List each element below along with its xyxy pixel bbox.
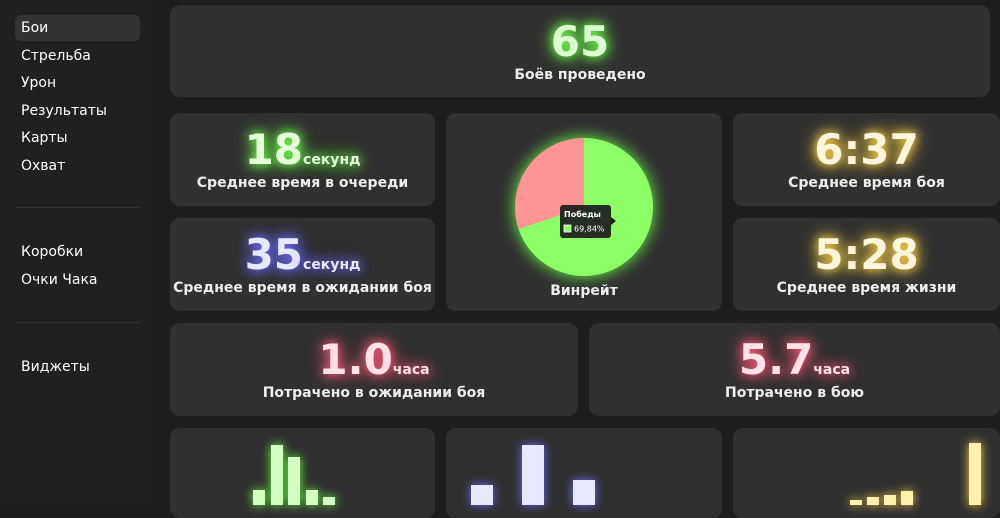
stat-card: 6:37 Среднее время боя xyxy=(733,113,1000,206)
stat-value: 5.7 xyxy=(738,335,814,384)
bar xyxy=(867,497,879,505)
stat-unit: часа xyxy=(392,362,430,378)
stat-value: 35 xyxy=(244,230,304,279)
tooltip-box xyxy=(560,205,611,238)
winrate-label: Винрейт xyxy=(550,283,618,299)
sidebar: Бои Стрельба Урон Результаты Карты Охват Короб… xyxy=(0,0,155,505)
stat-card: 35секунд Среднее время в ожидании боя xyxy=(170,218,435,311)
stat-number: 18секунд xyxy=(170,125,435,185)
nav-item[interactable]: Урон xyxy=(21,75,57,91)
nav-item[interactable]: Бои xyxy=(15,15,140,41)
stat-value: 18 xyxy=(244,125,304,174)
bar xyxy=(901,491,913,505)
nav-item[interactable]: Результаты xyxy=(21,102,107,119)
tooltip-value: 69,84% xyxy=(574,225,605,234)
stat-card: 5:28 Среднее время жизни xyxy=(733,218,1000,311)
stat-label: Среднее время в очереди xyxy=(196,175,409,191)
bar xyxy=(305,490,318,505)
bar xyxy=(850,500,862,505)
bar xyxy=(288,457,300,505)
pie-chart: Победы 69,84% xyxy=(515,138,653,276)
nav-item[interactable]: Стрельба xyxy=(21,47,91,64)
bar xyxy=(969,443,981,505)
nav-item[interactable]: Карты xyxy=(21,130,68,146)
stat-unit: секунд xyxy=(303,152,361,168)
stat-number: 6:37 xyxy=(733,125,1000,175)
stat-card: 18секунд Среднее время в очереди xyxy=(170,113,435,206)
tooltip-title: Победы xyxy=(564,209,601,219)
separator xyxy=(15,322,140,323)
separator xyxy=(15,207,140,208)
stat-number: 1.0часа xyxy=(170,335,578,395)
stat-card: 5.7часа Потрачено в бою xyxy=(589,323,1000,416)
stat-unit: секунд xyxy=(303,257,361,273)
tooltip: Победы 69,84% xyxy=(560,205,616,238)
stat-unit: часа xyxy=(813,362,851,378)
histogram-card xyxy=(170,428,435,518)
bar xyxy=(522,445,544,505)
bar xyxy=(270,445,283,505)
nav-item[interactable]: Коробки xyxy=(21,244,84,260)
tooltip-arrow xyxy=(611,217,616,225)
winrate-card: Победы 69,84% Винрейт xyxy=(446,113,722,311)
bar xyxy=(323,497,335,505)
stat-card: 65 Боёв проведено xyxy=(170,5,990,97)
nav-item[interactable]: Охват xyxy=(21,157,66,174)
stat-card: 1.0часа Потрачено в ожидании боя xyxy=(170,323,578,416)
tooltip-swatch xyxy=(563,224,572,233)
stat-value: 65 xyxy=(550,17,610,66)
nav-item[interactable]: Виджеты xyxy=(21,359,90,375)
bar xyxy=(884,495,896,505)
bar xyxy=(471,485,493,505)
stat-label: Среднее время в ожидании боя xyxy=(173,280,432,296)
bar xyxy=(253,490,265,505)
histogram-card xyxy=(446,428,722,518)
histogram-card xyxy=(733,428,1000,518)
stat-value: 1.0 xyxy=(318,335,393,384)
nav-item[interactable]: Очки Чака xyxy=(21,271,98,288)
stat-label: Боёв проведено xyxy=(514,67,646,83)
stat-value: 6:37 xyxy=(814,125,919,174)
stat-label: Потрачено в бою xyxy=(725,385,864,401)
bar xyxy=(573,480,595,505)
stat-label: Среднее время боя xyxy=(788,175,945,191)
stat-label: Среднее время жизни xyxy=(776,280,957,296)
stat-number: 5:28 xyxy=(733,230,1000,280)
stat-value: 5:28 xyxy=(814,230,919,279)
stat-number: 65 xyxy=(170,17,990,67)
stat-number: 5.7часа xyxy=(589,335,1000,395)
stat-number: 35секунд xyxy=(170,230,435,290)
stat-label: Потрачено в ожидании боя xyxy=(262,385,486,401)
